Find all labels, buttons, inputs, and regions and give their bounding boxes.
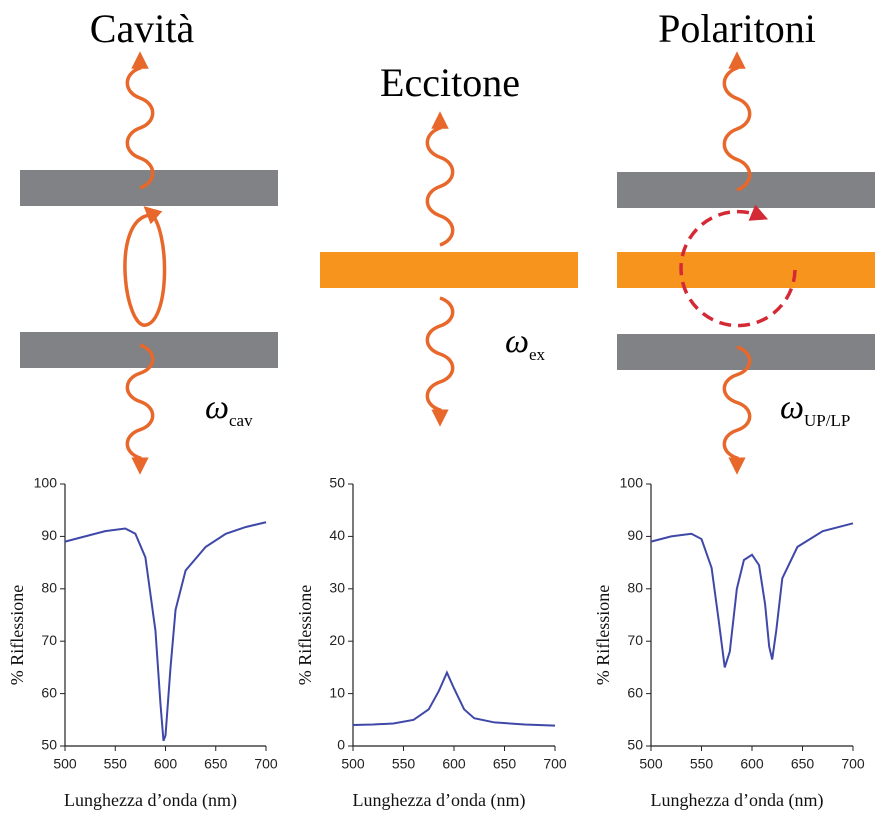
x-tick-label: 550 [392,756,416,772]
y-tick-label: 70 [41,632,57,648]
y-tick-label: 60 [627,684,643,700]
photon-arrow [125,343,155,475]
y-tick-label: 50 [627,737,643,753]
x-tick-label: 700 [254,756,278,772]
photon-arrow [722,345,752,475]
coupling-cycle [679,204,797,328]
x-tick-label: 600 [740,756,764,772]
mirror [20,170,278,206]
x-tick-label: 600 [442,756,466,772]
y-tick-label: 0 [337,737,345,753]
photon-arrow [425,296,455,427]
x-tick-label: 650 [791,756,815,772]
reflectance-line [64,521,267,742]
x-tick-label: 600 [154,756,178,772]
x-tick-label: 650 [493,756,517,772]
y-tick-label: 60 [41,684,57,700]
x-axis-label: Lunghezza d’onda (nm) [64,790,237,811]
x-tick-label: 650 [204,756,228,772]
diagram-title: Eccitone [380,60,520,105]
frequency-label: ωUP/LP [780,389,850,430]
y-axis-label: % Riflessione [7,585,27,686]
photon-arrow [425,111,455,247]
photon-arrow [722,51,752,192]
x-axis-label: Lunghezza d’onda (nm) [353,790,526,811]
mirror [617,172,875,208]
diagram-title: Cavità [90,6,195,51]
exciton-layer [320,252,578,288]
subscript: cav [229,411,253,430]
y-axis-label: % Riflessione [593,585,613,686]
symbol: ω [780,389,804,426]
x-tick-label: 700 [841,756,865,772]
y-tick-label: 20 [329,632,345,648]
x-tick-label: 550 [104,756,128,772]
y-tick-label: 30 [329,580,345,596]
y-tick-label: 70 [627,632,643,648]
y-tick-label: 100 [620,475,644,491]
frequency-label: ωex [505,323,546,364]
symbol: ω [205,389,229,426]
subscript: UP/LP [804,411,850,430]
x-axis-label: Lunghezza d’onda (nm) [651,790,824,811]
photons [125,51,752,475]
y-tick-label: 40 [329,527,345,543]
x-tick-label: 500 [639,756,663,772]
y-tick-label: 50 [41,737,57,753]
frequency-label: ωcav [205,389,253,430]
y-axis-label: % Riflessione [295,585,315,686]
x-tick-label: 500 [53,756,77,772]
x-tick-label: 500 [341,756,365,772]
reflectance-line [352,670,556,727]
reflectance-line [650,522,854,668]
y-tick-label: 10 [329,684,345,700]
photon-arrow [125,51,155,190]
y-tick-label: 90 [41,527,57,543]
y-tick-label: 80 [41,580,57,596]
symbol: ω [505,323,529,360]
subscript: ex [529,345,546,364]
cavity-loop [123,206,167,327]
diagram-title: Polaritoni [658,6,816,51]
x-tick-label: 550 [690,756,714,772]
y-tick-label: 100 [34,475,58,491]
y-tick-label: 90 [627,527,643,543]
x-tick-label: 700 [543,756,567,772]
y-tick-label: 50 [329,475,345,491]
exciton-layer [617,252,875,288]
y-tick-label: 80 [627,580,643,596]
